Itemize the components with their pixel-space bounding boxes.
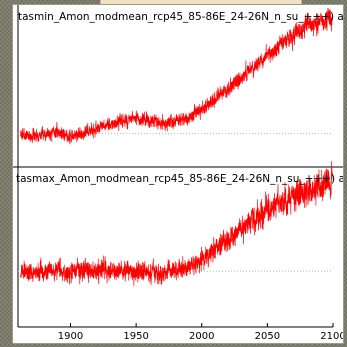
- x-tick-label-2050: 2050: [255, 331, 280, 342]
- x-axis-ticks: 1900 1950 2000 2050 2100: [58, 323, 343, 342]
- panel-tasmax-series-line: [20, 160, 333, 286]
- x-tick-label-1950: 1950: [123, 331, 148, 342]
- x-tick-label-2000: 2000: [189, 331, 214, 342]
- panel-tasmin-title: tasmin_Amon_modmean_rcp45_85-86E_24-26N_…: [18, 11, 343, 23]
- panel-tasmin-series-line: [20, 7, 333, 145]
- panel-tasmin: tasmin_Amon_modmean_rcp45_85-86E_24-26N_…: [17, 5, 343, 167]
- x-tick-label-2100: 2100: [320, 331, 343, 342]
- plot-window: tasmin_Amon_modmean_rcp45_85-86E_24-26N_…: [12, 4, 344, 344]
- x-tick-label-1900: 1900: [58, 331, 83, 342]
- chart-canvas: tasmin_Amon_modmean_rcp45_85-86E_24-26N_…: [13, 5, 343, 342]
- panel-tasmax-title: tasmax_Amon_modmean_rcp45_85-86E_24-26N_…: [16, 173, 343, 185]
- panel-tasmax: tasmax_Amon_modmean_rcp45_85-86E_24-26N_…: [16, 160, 343, 327]
